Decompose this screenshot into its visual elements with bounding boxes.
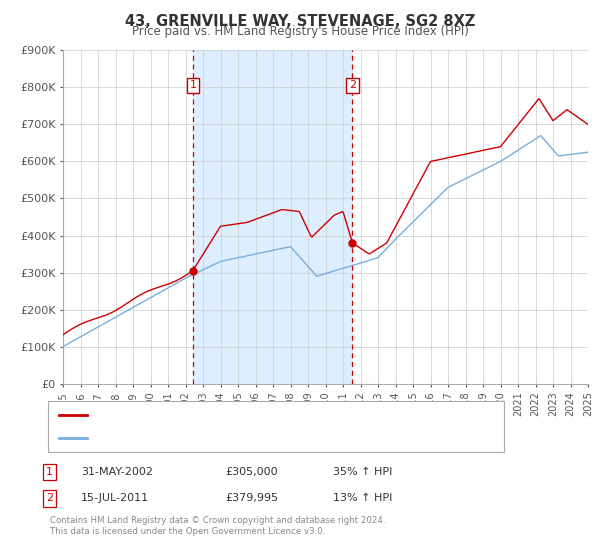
Bar <box>193 50 352 384</box>
Text: 1: 1 <box>190 81 196 90</box>
Text: Contains HM Land Registry data © Crown copyright and database right 2024.: Contains HM Land Registry data © Crown c… <box>50 516 385 525</box>
Text: Price paid vs. HM Land Registry's House Price Index (HPI): Price paid vs. HM Land Registry's House … <box>131 25 469 38</box>
Text: This data is licensed under the Open Government Licence v3.0.: This data is licensed under the Open Gov… <box>50 528 325 536</box>
Text: 2: 2 <box>349 81 356 90</box>
Text: £305,000: £305,000 <box>225 467 278 477</box>
Text: 1: 1 <box>46 467 53 477</box>
Text: 35% ↑ HPI: 35% ↑ HPI <box>333 467 392 477</box>
Text: 2: 2 <box>46 493 53 503</box>
Text: 43, GRENVILLE WAY, STEVENAGE, SG2 8XZ: 43, GRENVILLE WAY, STEVENAGE, SG2 8XZ <box>125 14 475 29</box>
Text: 15-JUL-2011: 15-JUL-2011 <box>81 493 149 503</box>
Text: HPI: Average price, detached house, Stevenage: HPI: Average price, detached house, Stev… <box>91 433 340 443</box>
Text: 31-MAY-2002: 31-MAY-2002 <box>81 467 153 477</box>
Text: 13% ↑ HPI: 13% ↑ HPI <box>333 493 392 503</box>
Text: 43, GRENVILLE WAY, STEVENAGE, SG2 8XZ (detached house): 43, GRENVILLE WAY, STEVENAGE, SG2 8XZ (d… <box>91 410 410 421</box>
Text: £379,995: £379,995 <box>225 493 278 503</box>
